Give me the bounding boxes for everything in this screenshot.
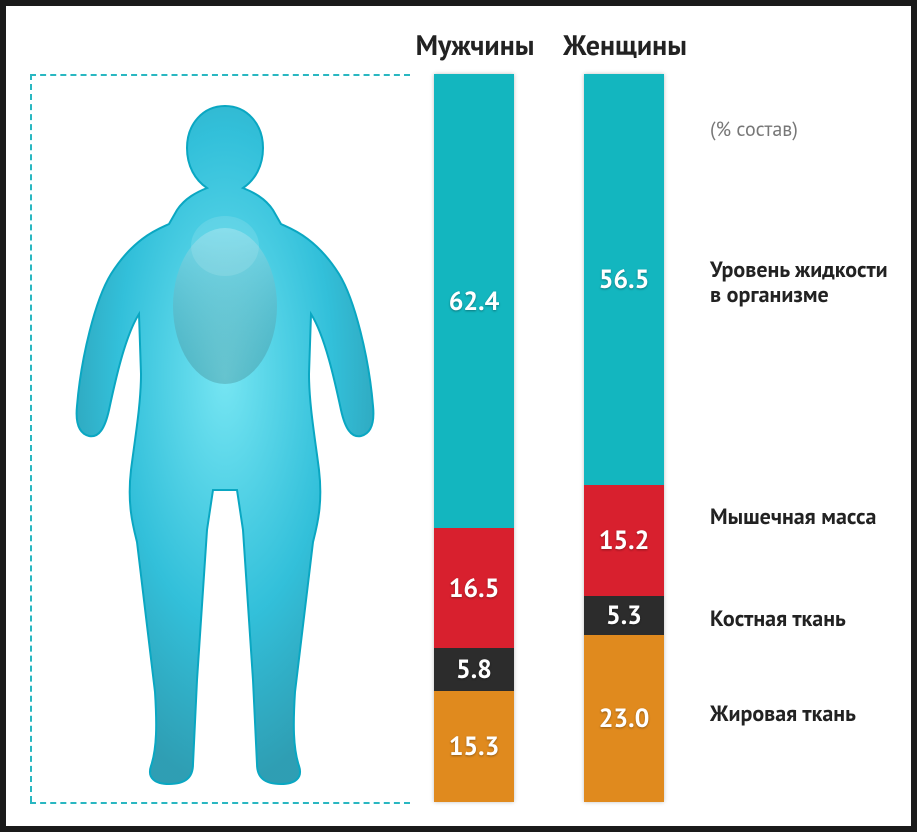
bar-men: 62.4 16.5 5.8 15.3	[434, 74, 514, 802]
legend-label-bone: Костная ткань	[710, 607, 900, 632]
segment-men-bone: 5.8	[434, 648, 514, 690]
legend-label-water: Уровень жидкости в организме	[710, 258, 900, 309]
segment-value: 62.4	[449, 285, 500, 318]
human-body-icon	[60, 96, 390, 786]
column-headers: Мужчины Женщины	[30, 26, 887, 70]
bar-women: 56.5 15.2 5.3 23.0	[584, 74, 664, 802]
column-header-women: Женщины	[560, 26, 690, 63]
guide-line-bottom	[30, 802, 410, 804]
segment-value: 5.8	[456, 653, 492, 686]
segment-men-muscle: 16.5	[434, 528, 514, 648]
segment-value: 23.0	[599, 702, 650, 735]
legend-units-note: (% состав)	[710, 116, 798, 142]
segment-value: 5.3	[606, 599, 642, 632]
segment-men-fat: 15.3	[434, 691, 514, 802]
segment-women-bone: 5.3	[584, 596, 664, 635]
column-header-men: Мужчины	[410, 26, 540, 63]
segment-women-muscle: 15.2	[584, 485, 664, 596]
legend-label-fat: Жировая ткань	[710, 702, 900, 727]
segment-women-fat: 23.0	[584, 635, 664, 802]
legend-label-muscle: Мышечная масса	[710, 505, 900, 530]
segment-value: 56.5	[599, 263, 650, 296]
segment-women-water: 56.5	[584, 74, 664, 485]
human-body-illustration	[60, 96, 390, 786]
segment-value: 15.3	[449, 730, 500, 763]
segment-men-water: 62.4	[434, 74, 514, 528]
guide-line-left	[30, 74, 32, 802]
chart-frame: Мужчины Женщины (% состав) Уровень жидко…	[0, 0, 917, 832]
guide-line-top	[30, 74, 410, 76]
segment-value: 15.2	[599, 524, 650, 557]
chart-canvas: Мужчины Женщины (% состав) Уровень жидко…	[30, 26, 887, 802]
segment-value: 16.5	[449, 572, 500, 605]
